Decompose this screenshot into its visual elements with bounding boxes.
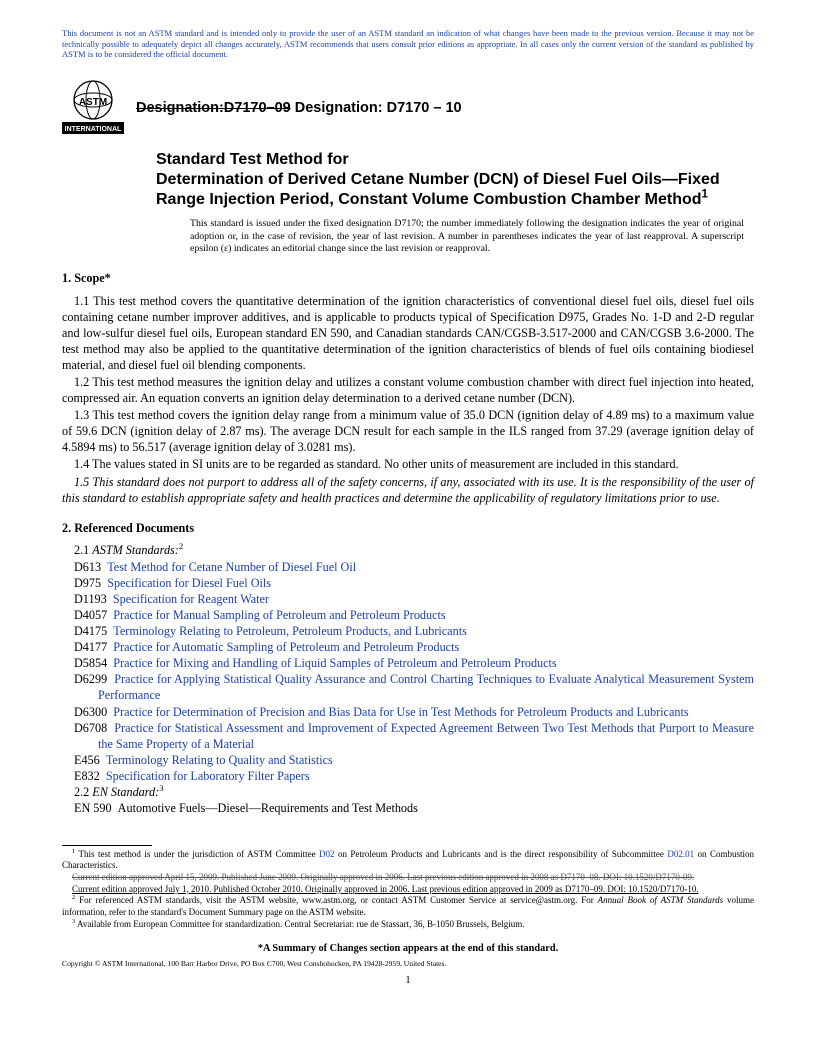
- scope-heading: 1. Scope*: [62, 270, 754, 286]
- ref-item: D5854 Practice for Mixing and Handling o…: [62, 655, 754, 671]
- ref-link[interactable]: Practice for Automatic Sampling of Petro…: [113, 640, 459, 654]
- ref-code: D6708: [74, 721, 107, 735]
- designation-new: Designation: D7170 – 10: [291, 100, 462, 116]
- ref-link[interactable]: Terminology Relating to Quality and Stat…: [106, 753, 333, 767]
- astm-standards-label: 2.1 ASTM Standards:2: [62, 542, 754, 558]
- ref-en590: EN 590 Automotive Fuels—Diesel—Requireme…: [62, 800, 754, 816]
- ref-item: D6300 Practice for Determination of Prec…: [62, 704, 754, 720]
- ref-item: D1193 Specification for Reagent Water: [62, 591, 754, 607]
- footnote-1-strike: Current edition approved April 15, 2009.…: [62, 872, 754, 884]
- ref-code: E456: [74, 753, 100, 767]
- ref-code: D613: [74, 560, 101, 574]
- ref-code: D6299: [74, 672, 107, 686]
- en-standard-label: 2.2 EN Standard:3: [62, 784, 754, 800]
- ref-item: E456 Terminology Relating to Quality and…: [62, 752, 754, 768]
- para-1-1: 1.1 This test method covers the quantita…: [62, 293, 754, 373]
- para-1-5: 1.5 This standard does not purport to ad…: [62, 474, 754, 506]
- ref-code: D4177: [74, 640, 107, 654]
- ref-code: D6300: [74, 705, 107, 719]
- footnote-3: 3 Available from European Committee for …: [62, 919, 754, 931]
- svg-text:INTERNATIONAL: INTERNATIONAL: [65, 126, 122, 133]
- footnote-2: 2 For referenced ASTM standards, visit t…: [62, 895, 754, 918]
- summary-note: *A Summary of Changes section appears at…: [62, 942, 754, 956]
- link-d02[interactable]: D02: [319, 849, 335, 859]
- ref-code: D4175: [74, 624, 107, 638]
- ref-link[interactable]: Practice for Mixing and Handling of Liqu…: [113, 656, 556, 670]
- link-d02-01[interactable]: D02.01: [667, 849, 694, 859]
- svg-text:ASTM: ASTM: [79, 97, 107, 108]
- ref-item: E832 Specification for Laboratory Filter…: [62, 768, 754, 784]
- title-block: Standard Test Method for Determination o…: [156, 150, 754, 256]
- footnote-1-new: Current edition approved July 1, 2010. P…: [62, 884, 754, 896]
- ref-code: E832: [74, 769, 100, 783]
- ref-link[interactable]: Specification for Reagent Water: [113, 592, 269, 606]
- ref-link[interactable]: Practice for Statistical Assessment and …: [98, 721, 754, 751]
- ref-code: D1193: [74, 592, 107, 606]
- ref-item: D975 Specification for Diesel Fuel Oils: [62, 575, 754, 591]
- ref-code: D975: [74, 576, 101, 590]
- ref-item: D4057 Practice for Manual Sampling of Pe…: [62, 607, 754, 623]
- para-1-4: 1.4 The values stated in SI units are to…: [62, 456, 754, 472]
- astm-logo: ASTM INTERNATIONAL: [62, 78, 124, 140]
- ref-item: D4177 Practice for Automatic Sampling of…: [62, 639, 754, 655]
- ref-code: D5854: [74, 656, 107, 670]
- title-note: This standard is issued under the fixed …: [190, 218, 744, 256]
- footnote-1: 1 This test method is under the jurisdic…: [62, 849, 754, 872]
- para-1-2: 1.2 This test method measures the igniti…: [62, 374, 754, 406]
- designation-old: Designation:D7170–09: [136, 100, 291, 116]
- ref-item: D6299 Practice for Applying Statistical …: [62, 671, 754, 703]
- refdocs-heading: 2. Referenced Documents: [62, 520, 754, 536]
- top-disclaimer: This document is not an ASTM standard an…: [62, 28, 754, 60]
- ref-item: D613 Test Method for Cetane Number of Di…: [62, 559, 754, 575]
- ref-item: D4175 Terminology Relating to Petroleum,…: [62, 623, 754, 639]
- ref-code: D4057: [74, 608, 107, 622]
- designation-line: Designation:D7170–09 Designation: D7170 …: [136, 99, 462, 119]
- ref-item: D6708 Practice for Statistical Assessmen…: [62, 720, 754, 752]
- footnote-rule: [62, 845, 152, 846]
- ref-link[interactable]: Practice for Determination of Precision …: [113, 705, 688, 719]
- ref-link[interactable]: Practice for Applying Statistical Qualit…: [98, 672, 754, 702]
- ref-link[interactable]: Specification for Laboratory Filter Pape…: [106, 769, 310, 783]
- para-1-3: 1.3 This test method covers the ignition…: [62, 407, 754, 455]
- copyright-line: Copyright © ASTM International, 100 Barr…: [62, 959, 754, 969]
- ref-link[interactable]: Practice for Manual Sampling of Petroleu…: [113, 608, 445, 622]
- header-row: ASTM INTERNATIONAL Designation:D7170–09 …: [62, 78, 754, 140]
- page-number: 1: [62, 973, 754, 988]
- ref-link[interactable]: Specification for Diesel Fuel Oils: [107, 576, 271, 590]
- ref-link[interactable]: Test Method for Cetane Number of Diesel …: [107, 560, 356, 574]
- ref-link[interactable]: Terminology Relating to Petroleum, Petro…: [113, 624, 467, 638]
- document-title: Standard Test Method for Determination o…: [156, 150, 754, 210]
